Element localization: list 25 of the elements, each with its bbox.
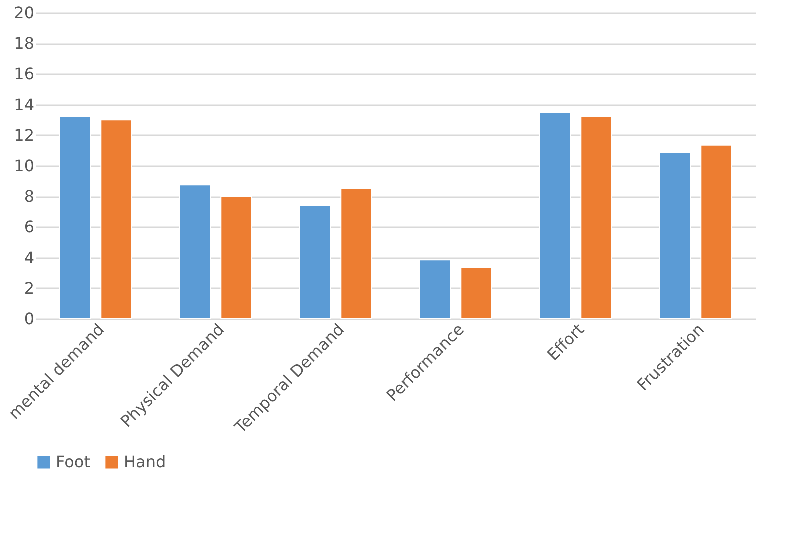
y-tick-label: 18 xyxy=(14,34,34,54)
y-tick-label: 12 xyxy=(14,126,34,145)
bar xyxy=(100,120,132,320)
bar xyxy=(300,205,332,320)
y-tick-label: 2 xyxy=(24,278,34,298)
bar xyxy=(340,188,372,320)
y-tick-label: 20 xyxy=(14,4,34,22)
y-tick-label: 8 xyxy=(24,187,34,206)
y-tick-label: 14 xyxy=(14,95,34,114)
legend-label: Hand xyxy=(124,452,166,472)
legend-label: Foot xyxy=(56,452,90,472)
bar xyxy=(420,260,452,320)
bar xyxy=(660,152,692,320)
bar xyxy=(60,116,92,320)
y-tick-label: 4 xyxy=(24,248,34,268)
bar xyxy=(460,267,492,320)
bar xyxy=(580,116,612,320)
bar xyxy=(180,184,212,320)
bar xyxy=(700,144,732,320)
bar xyxy=(540,112,572,320)
y-tick-label: 6 xyxy=(24,218,34,237)
y-tick-label: 16 xyxy=(14,64,34,84)
y-tick-label: 0 xyxy=(24,310,34,328)
y-tick-label: 10 xyxy=(14,156,34,176)
bar xyxy=(220,196,252,320)
